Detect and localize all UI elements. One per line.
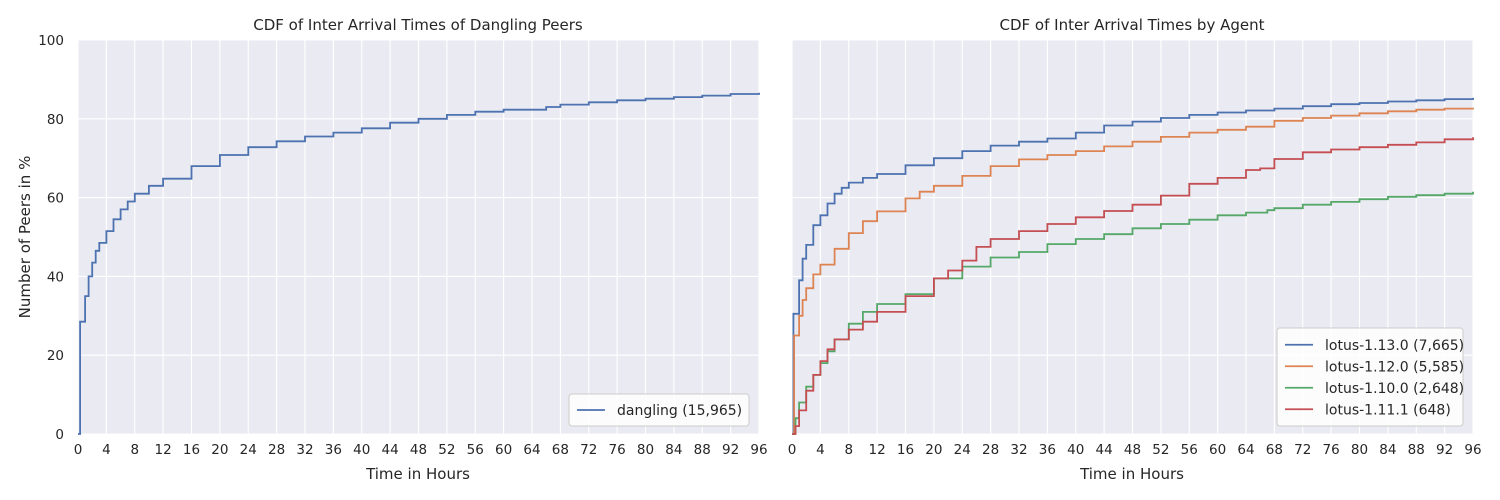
right-x-tick-label: 12: [869, 442, 886, 458]
right-x-tick-label: 60: [1209, 442, 1226, 458]
right-x-tick-label: 64: [1237, 442, 1254, 458]
right-chart-panel: CDF of Inter Arrival Times by Agent Time…: [788, 16, 1482, 483]
left-y-axis-label: Number of Peers in %: [16, 156, 34, 319]
left-x-tick-label: 4: [102, 442, 111, 458]
left-y-tick-label: 20: [47, 348, 64, 364]
right-x-tick-label: 96: [1464, 442, 1481, 458]
right-x-tick-label: 44: [1096, 442, 1113, 458]
right-legend-label: lotus-1.12.0 (5,585): [1325, 359, 1464, 375]
left-y-tick-label: 100: [38, 33, 64, 49]
left-legend: [568, 393, 750, 427]
left-x-tick-label: 92: [722, 442, 739, 458]
right-x-axis-label: Time in Hours: [1079, 465, 1184, 483]
left-x-tick-label: 20: [211, 442, 228, 458]
left-series-line-0: [78, 92, 760, 435]
right-x-tick-label: 8: [844, 442, 853, 458]
left-x-tick-label: 60: [495, 442, 512, 458]
left-x-tick-label: 52: [438, 442, 455, 458]
right-legend: [1276, 327, 1464, 427]
left-x-tick-label: 32: [296, 442, 313, 458]
left-x-tick-label: 12: [155, 442, 172, 458]
right-x-tick-label: 40: [1067, 442, 1084, 458]
right-x-tick-label: 36: [1039, 442, 1056, 458]
right-chart-title: CDF of Inter Arrival Times by Agent: [1000, 16, 1265, 34]
right-x-tick-label: 80: [1351, 442, 1368, 458]
right-x-tick-label: 28: [982, 442, 999, 458]
right-x-tick-label: 48: [1124, 442, 1141, 458]
right-x-tick-label: 24: [954, 442, 971, 458]
left-y-tick-label: 80: [47, 112, 64, 128]
left-x-tick-label: 0: [74, 442, 83, 458]
left-y-tick-label: 60: [47, 191, 64, 207]
left-x-tick-label: 24: [240, 442, 257, 458]
left-x-tick-label: 56: [467, 442, 484, 458]
right-x-tick-label: 4: [816, 442, 825, 458]
left-x-tick-label: 96: [750, 442, 767, 458]
left-x-tick-label: 8: [130, 442, 139, 458]
right-legend-label: lotus-1.11.1 (648): [1325, 402, 1451, 418]
left-x-tick-label: 76: [609, 442, 626, 458]
left-legend-label: dangling (15,965): [617, 403, 742, 419]
right-legend-label: lotus-1.13.0 (7,665): [1325, 338, 1464, 354]
left-chart-title: CDF of Inter Arrival Times of Dangling P…: [253, 16, 583, 34]
left-y-tick-label: 0: [55, 427, 64, 443]
left-x-tick-label: 64: [523, 442, 540, 458]
right-x-tick-label: 76: [1323, 442, 1340, 458]
right-series-line-2: [792, 191, 1474, 435]
right-x-tick-label: 68: [1266, 442, 1283, 458]
right-x-tick-label: 32: [1010, 442, 1027, 458]
right-x-tick-label: 88: [1408, 442, 1425, 458]
left-x-tick-label: 80: [637, 442, 654, 458]
right-x-tick-label: 16: [897, 442, 914, 458]
right-series-line-1: [792, 107, 1474, 435]
right-x-tick-label: 20: [925, 442, 942, 458]
right-series-line-3: [792, 137, 1474, 435]
left-x-tick-label: 48: [410, 442, 427, 458]
right-x-tick-label: 72: [1294, 442, 1311, 458]
right-legend-label: lotus-1.10.0 (2,648): [1325, 381, 1464, 397]
left-x-tick-label: 44: [382, 442, 399, 458]
left-y-tick-label: 40: [47, 269, 64, 285]
right-x-tick-label: 92: [1436, 442, 1453, 458]
right-x-tick-label: 84: [1379, 442, 1396, 458]
left-x-tick-label: 40: [353, 442, 370, 458]
left-x-axis-label: Time in Hours: [365, 465, 470, 483]
left-x-tick-label: 84: [665, 442, 682, 458]
left-x-tick-label: 28: [268, 442, 285, 458]
left-x-tick-label: 72: [580, 442, 597, 458]
left-x-tick-label: 16: [183, 442, 200, 458]
left-chart-panel: CDF of Inter Arrival Times of Dangling P…: [16, 16, 768, 483]
right-x-tick-label: 0: [788, 442, 797, 458]
left-x-tick-label: 88: [694, 442, 711, 458]
right-x-tick-label: 56: [1181, 442, 1198, 458]
right-series-line-0: [792, 97, 1474, 435]
right-x-tick-label: 52: [1152, 442, 1169, 458]
left-x-tick-label: 36: [325, 442, 342, 458]
left-x-tick-label: 68: [552, 442, 569, 458]
